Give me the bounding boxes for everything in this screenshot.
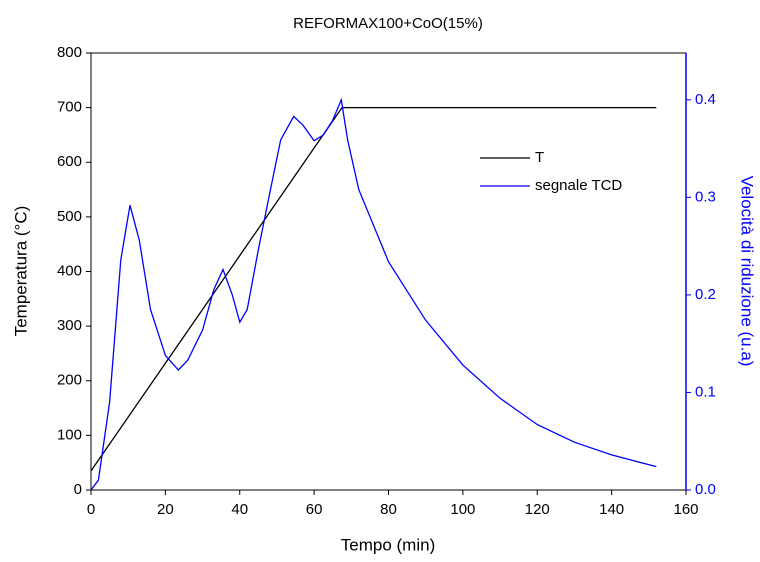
series-line — [90, 106, 657, 472]
x-tick-label: 60 — [306, 501, 323, 518]
y-tick-label: 300 — [57, 317, 82, 334]
y-tick-label: 400 — [57, 262, 82, 279]
y-tick-label: 700 — [57, 99, 82, 116]
y2-axis-label: Velocità di riduzione (u.a) — [738, 176, 757, 367]
y-axis-label: Temperatura (°C) — [11, 206, 30, 337]
y2-tick-label: 0.4 — [695, 91, 716, 108]
plot-frame — [90, 52, 687, 491]
y-tick-label: 100 — [57, 426, 82, 443]
x-tick-label: 120 — [525, 501, 550, 518]
y2-tick-label: 0.3 — [695, 188, 716, 205]
x-tick-label: 80 — [380, 501, 397, 518]
x-tick-label: 0 — [87, 501, 95, 518]
chart-title: REFORMAX100+CoO(15%) — [293, 15, 483, 32]
y-tick-label: 500 — [57, 208, 82, 225]
legend-label: T — [535, 149, 544, 166]
y-tick-label: 800 — [57, 44, 82, 61]
x-tick-label: 100 — [450, 501, 475, 518]
y2-tick-label: 0.0 — [695, 481, 716, 498]
legend-label: segnale TCD — [535, 177, 622, 194]
x-tick-label: 20 — [157, 501, 174, 518]
series-line — [90, 97, 657, 491]
x-tick-label: 40 — [231, 501, 248, 518]
x-tick-label: 160 — [673, 501, 698, 518]
y-tick-label: 200 — [57, 372, 82, 389]
y2-tick-label: 0.2 — [695, 286, 716, 303]
y-tick-label: 600 — [57, 153, 82, 170]
y2-tick-label: 0.1 — [695, 383, 716, 400]
y-tick-label: 0 — [74, 481, 82, 498]
x-tick-label: 140 — [599, 501, 624, 518]
x-axis-label: Tempo (min) — [341, 535, 435, 554]
